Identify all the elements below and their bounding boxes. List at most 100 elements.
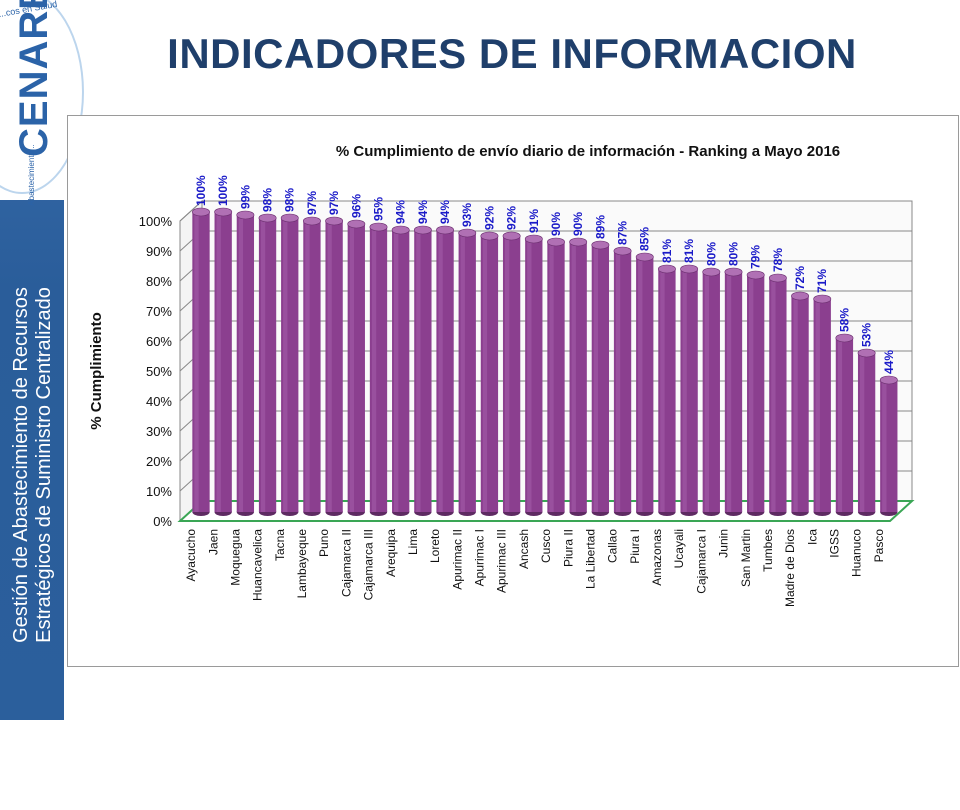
bar: [436, 225, 455, 516]
bar: [391, 225, 410, 516]
chart-frame: % Cumplimiento de envío diario de inform…: [67, 115, 959, 667]
data-label: 93%: [460, 203, 474, 227]
data-label: 89%: [593, 215, 607, 239]
bar: [746, 270, 765, 516]
bar: [547, 237, 565, 516]
x-tick-label: Apurimac I: [473, 529, 487, 586]
bar-highlight: [859, 353, 865, 512]
bar: [768, 273, 787, 516]
bar-top: [768, 273, 787, 283]
bar-top: [458, 228, 477, 238]
bar-top: [813, 294, 832, 304]
bar: [413, 225, 432, 516]
y-tick-label: 60%: [146, 334, 172, 349]
bar-top: [413, 225, 432, 235]
sidebar-text-line2: Estratégicos de Suministro Centralizado: [33, 287, 55, 643]
x-tick-label: Huanuco: [850, 529, 864, 577]
bar-chart: % Cumplimiento de envío diario de inform…: [88, 143, 915, 607]
x-tick-label: Callao: [606, 529, 620, 563]
x-tick-label: Loreto: [428, 529, 442, 563]
data-label: 79%: [749, 245, 763, 269]
bar-top: [236, 210, 255, 220]
bar-top: [879, 375, 898, 385]
bar: [791, 291, 810, 516]
data-label: 87%: [616, 221, 630, 245]
bar-highlight: [549, 242, 554, 512]
x-tick-label: Apurimac III: [495, 529, 509, 593]
data-label: 92%: [482, 206, 496, 230]
bar-highlight: [371, 227, 377, 512]
bar-highlight: [571, 242, 576, 512]
x-tick-label: Cajamarca II: [339, 529, 353, 597]
x-tick-label: Lima: [406, 529, 420, 555]
bar-top: [391, 225, 410, 235]
data-label: 98%: [283, 188, 297, 212]
bar: [280, 213, 299, 516]
bar-top: [613, 246, 632, 256]
page-title: INDICADORES DE INFORMACION: [167, 30, 857, 77]
bar-highlight: [416, 230, 421, 512]
data-label: 58%: [837, 308, 851, 332]
data-label: 94%: [416, 200, 430, 224]
y-tick-label: 40%: [146, 394, 172, 409]
bar-top: [835, 333, 854, 343]
y-tick-label: 100%: [139, 214, 173, 229]
bar-highlight: [283, 218, 288, 512]
bar-highlight: [837, 338, 843, 512]
bar-top: [635, 252, 654, 262]
data-label: 91%: [527, 209, 541, 233]
x-tick-label: Tumbes: [761, 529, 775, 572]
bar: [236, 210, 255, 516]
data-label: 98%: [261, 188, 275, 212]
x-tick-label: San Martin: [739, 529, 753, 587]
data-label: 99%: [238, 185, 252, 209]
y-axis-label: % Cumplimiento: [88, 312, 105, 430]
x-tick-label: Junin: [717, 529, 731, 558]
bar-highlight: [793, 296, 798, 512]
bar-highlight: [438, 230, 443, 512]
bars-layer: 100% Ayacucho 100% Jaen 99% Moquegua 98% Huanca…: [184, 175, 898, 607]
bar-highlight: [771, 278, 776, 512]
data-label: 97%: [327, 191, 341, 215]
x-tick-label: Pasco: [872, 529, 886, 563]
x-tick-label: Apurimac II: [450, 529, 464, 590]
bar-top: [502, 231, 521, 241]
data-label: 71%: [815, 269, 829, 293]
data-label: 78%: [771, 248, 785, 272]
x-tick-label: Puno: [317, 529, 331, 557]
bar-highlight: [194, 212, 199, 512]
bar-highlight: [327, 221, 332, 512]
bar-highlight: [704, 272, 709, 512]
sidebar-text: Gestión de Abastecimiento de Recursos Es…: [10, 120, 60, 810]
bar-top: [657, 264, 676, 274]
bar-highlight: [815, 299, 820, 512]
data-label: 90%: [549, 212, 563, 236]
data-label: 100%: [216, 175, 230, 206]
bar-highlight: [593, 245, 599, 512]
bar: [813, 294, 832, 516]
bar: [657, 264, 676, 516]
y-tick-label: 90%: [146, 244, 172, 259]
y-tick-label: 0%: [153, 514, 172, 529]
x-tick-label: La Libertad: [583, 529, 597, 589]
bar-top: [325, 216, 344, 226]
bar: [214, 207, 233, 516]
bar-top: [724, 267, 743, 277]
bar: [857, 348, 876, 516]
bar-top: [524, 234, 543, 244]
bar-highlight: [660, 269, 665, 512]
x-tick-label: Cajamarca III: [362, 529, 376, 600]
bar-top: [436, 225, 455, 235]
bar: [302, 216, 321, 516]
data-label: 100%: [194, 175, 208, 206]
bar-top: [302, 216, 321, 226]
y-tick-label: 20%: [146, 454, 172, 469]
bar-highlight: [504, 236, 510, 512]
bar-top: [702, 267, 721, 277]
bar-top: [791, 291, 810, 301]
bar-top: [192, 207, 210, 217]
gridline: [179, 200, 912, 222]
bar: [524, 234, 543, 516]
y-tick-label: 10%: [146, 484, 172, 499]
bar: [325, 216, 344, 516]
